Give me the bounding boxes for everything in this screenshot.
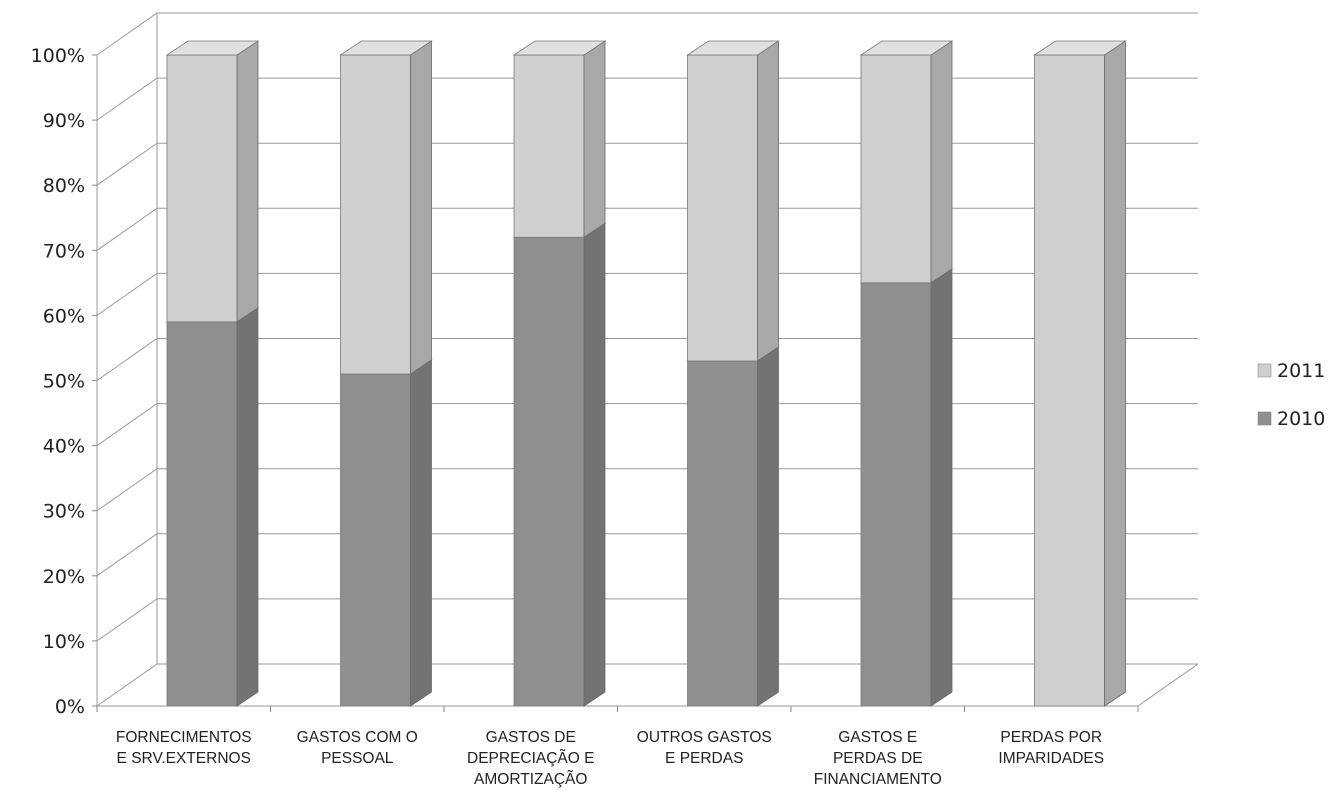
gridline [96, 12, 1198, 56]
y-tick-label: 30% [43, 501, 85, 523]
legend-swatch-2011 [1257, 363, 1272, 378]
y-tick-label: 90% [43, 110, 85, 132]
y-tick-label: 10% [43, 631, 85, 653]
bar-2010-0 [165, 307, 260, 707]
bar-2010-0-front [166, 321, 238, 707]
chart-walls [96, 13, 1199, 707]
bar-2011-1-top [339, 40, 433, 56]
bar-2011-2 [512, 40, 607, 239]
x-tick-label-line: AMORTIZAÇÃO [474, 771, 587, 788]
bar-2011-0-side [236, 40, 259, 323]
bar-2010-0-side [236, 307, 259, 707]
bar-2010-3-front [687, 360, 758, 707]
bar-2011-1 [339, 40, 433, 375]
x-tick-label-line: IMPARIDADES [998, 750, 1104, 767]
gridline [96, 338, 1198, 381]
x-tick-label: GASTOS COM O PESSOAL [297, 729, 418, 767]
x-tick-label-line: E SRV.EXTERNOS [117, 750, 251, 767]
x-tick-label-line: PESSOAL [321, 750, 394, 767]
bar-2011-2-front [513, 54, 585, 238]
x-tick-label-line: FORNECIMENTOS [116, 729, 252, 746]
bar-2011-1-front [340, 54, 411, 375]
legend-label-2010: 2010 [1277, 408, 1325, 430]
bar-2010-1-front [340, 373, 411, 707]
x-tick-label: OUTROS GASTOS E PERDAS [637, 729, 772, 767]
gridline [96, 272, 1198, 316]
x-tick-label-line: OUTROS GASTOS [637, 729, 772, 746]
bar-2011-0-top [165, 40, 260, 56]
y-tick-label: 80% [43, 175, 85, 197]
bar-2011-3-side [757, 40, 779, 362]
gridline [96, 533, 1198, 577]
x-tick-label-line: GASTOS E [838, 729, 917, 746]
bar-2010-4-front [860, 282, 932, 707]
bar-2011-4-front [860, 54, 932, 284]
x-tick-label: GASTOS E PERDAS DE FINANCIAMENTO [814, 729, 942, 788]
y-axis: 0% 10% 20% 30% 40% 50% 60% 70% 80% 90% 100% [31, 45, 97, 718]
x-tick-label-line: PERDAS POR [1000, 729, 1102, 746]
bar-2011-4-side [930, 40, 953, 284]
x-tick-label-line: FINANCIAMENTO [814, 771, 942, 788]
x-axis-labels: FORNECIMENTOS E SRV.EXTERNOS GASTOS COM O P… [96, 706, 1139, 788]
y-tick-label: 40% [43, 436, 85, 458]
y-tick-label: 60% [43, 305, 85, 327]
bar-2010-2-side [583, 222, 606, 707]
bar-2011-4-top [859, 40, 954, 56]
gridline [96, 403, 1198, 447]
x-tick-label: GASTOS DE DEPRECIAÇÃO E AMORTIZAÇÃO [467, 729, 594, 788]
bar-2010-1 [339, 359, 433, 707]
x-tick-label-line: E PERDAS [665, 750, 743, 767]
gridline [96, 598, 1198, 642]
bar-2010-3-side [757, 346, 779, 707]
bar-2011-2-top [512, 40, 607, 56]
bar-2010-3 [686, 346, 780, 707]
floor-right-edge [1137, 663, 1199, 707]
gridline [96, 77, 1198, 121]
bar-2011-0-front [166, 54, 238, 323]
x-tick-label-line: GASTOS DE [486, 729, 576, 746]
y-tick-label: 20% [43, 566, 85, 588]
y-tick-label: 50% [43, 371, 85, 393]
gridline [96, 663, 1198, 707]
bar-2011-3-top [686, 40, 780, 56]
legend: 2011 2010 [1257, 360, 1325, 430]
bar-2010-2-front [513, 236, 585, 707]
x-tick-label: FORNECIMENTOS E SRV.EXTERNOS [116, 729, 252, 767]
bar-2011-5-side [1104, 40, 1126, 707]
y-tick-label: 70% [43, 240, 85, 262]
legend-swatch-2010 [1257, 411, 1272, 426]
bar-2011-5 [1033, 40, 1127, 707]
bar-2011-4 [859, 40, 954, 284]
x-tick-label: PERDAS POR IMPARIDADES [998, 729, 1104, 767]
x-tick-label-line: DEPRECIAÇÃO E [467, 750, 594, 767]
bar-2011-0 [165, 40, 260, 323]
gridline [96, 468, 1198, 512]
y-tick-label: 100% [31, 45, 85, 67]
bars [165, 40, 1127, 707]
bar-2011-5-front [1034, 54, 1105, 707]
x-tick-label-line: GASTOS COM O [297, 729, 418, 746]
bar-2010-4 [859, 268, 954, 707]
gridline [96, 207, 1198, 251]
bar-2011-1-side [410, 40, 432, 375]
legend-label-2011: 2011 [1277, 360, 1325, 382]
bar-2010-1-side [410, 359, 432, 707]
bar-2011-5-top [1033, 40, 1127, 56]
gridline [96, 142, 1198, 186]
bar-2011-3-front [687, 54, 758, 362]
bar-2011-3 [686, 40, 780, 362]
bar-2010-2 [512, 222, 607, 707]
x-tick-label-line: PERDAS DE [833, 750, 923, 767]
y-tick-label: 0% [55, 696, 85, 718]
bar-2011-2-side [583, 40, 606, 239]
bar-2010-4-side [930, 268, 953, 707]
gridlines [96, 12, 1198, 707]
